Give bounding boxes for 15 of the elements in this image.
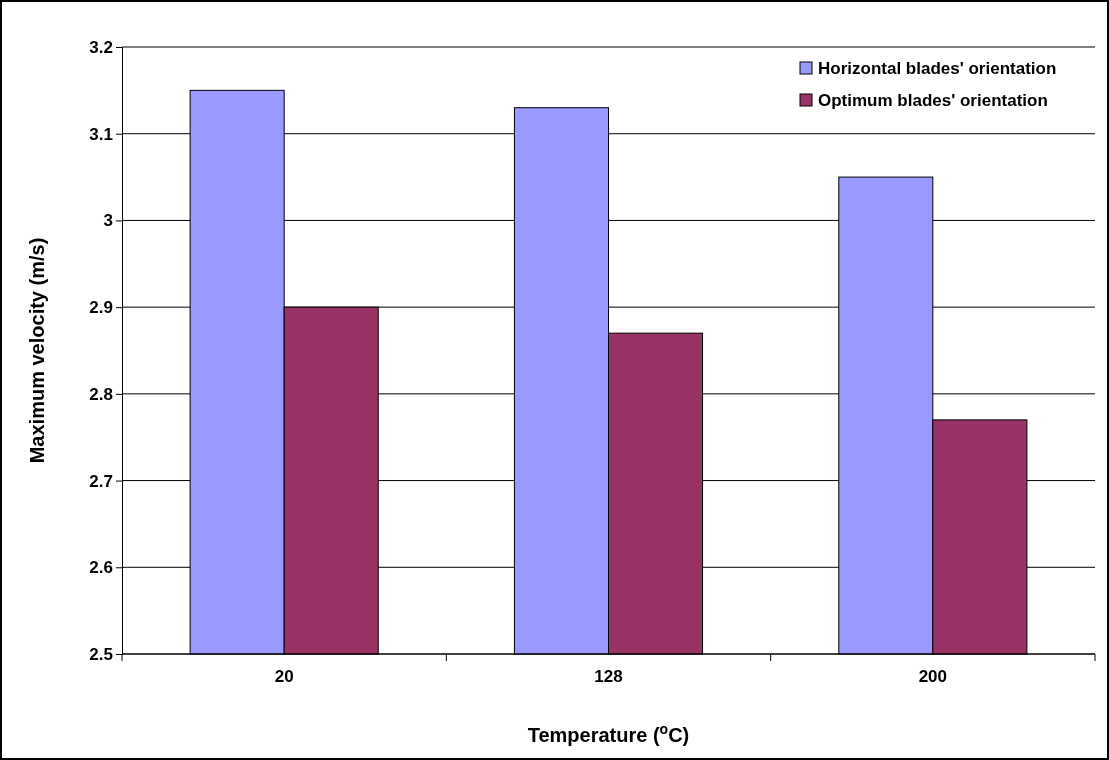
y-tick-label: 2.6 — [89, 558, 113, 578]
y-tick-label: 3.1 — [89, 124, 113, 144]
legend-label: Optimum blades' orientation — [818, 91, 1048, 110]
y-tick-label: 2.8 — [89, 384, 113, 404]
x-tick-label: 200 — [918, 667, 948, 687]
y-tick-label: 2.5 — [89, 644, 113, 664]
x-axis-title: Temperature ($^{o}$C) — [527, 721, 690, 746]
x-tick-label: 128 — [594, 667, 623, 687]
y-tick-label: 2.7 — [89, 471, 113, 491]
y-tick-label: 3 — [103, 211, 113, 231]
y-tick-label: 2.9 — [89, 298, 113, 318]
legend-label: Horizontal blades' orientation — [818, 59, 1057, 78]
y-tick-label: 3.2 — [89, 37, 113, 57]
x-tick-label: 20 — [274, 667, 294, 687]
y-axis-title: Maximum velocity (m/s) — [26, 237, 48, 464]
